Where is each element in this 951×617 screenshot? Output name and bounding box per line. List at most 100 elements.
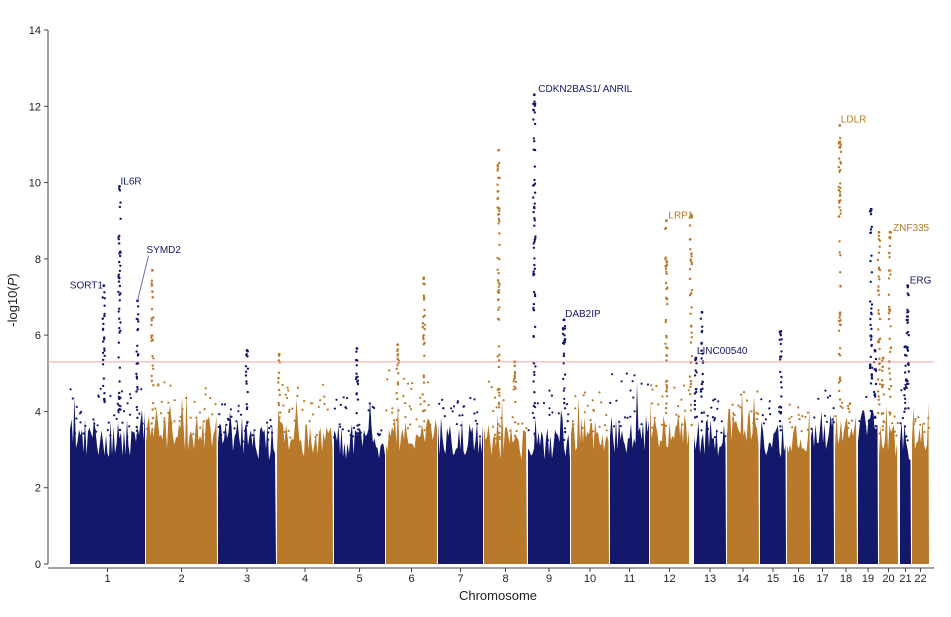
- snp-point: [583, 411, 586, 414]
- peak-point: [278, 416, 281, 419]
- snp-point: [813, 416, 816, 419]
- peak-point: [101, 363, 105, 366]
- peak-point: [877, 285, 880, 288]
- peak-point: [395, 367, 398, 370]
- x-tick-label: 10: [584, 573, 596, 585]
- peak-point: [874, 425, 878, 428]
- peak-point: [838, 251, 841, 254]
- peak-point: [103, 314, 106, 318]
- peak-point: [498, 283, 501, 286]
- peak-point: [533, 391, 536, 394]
- peak-point: [396, 397, 399, 401]
- peak-point: [150, 374, 153, 378]
- peak-point: [103, 347, 106, 350]
- snp-point: [495, 406, 498, 409]
- x-tick-label: 2: [178, 573, 184, 585]
- snp-point: [713, 419, 716, 422]
- peak-point: [905, 435, 908, 438]
- snp-point: [761, 414, 764, 417]
- snp-point: [611, 373, 614, 376]
- peak-point: [889, 346, 893, 349]
- peak-point: [906, 349, 910, 352]
- chromosome-band-4: [277, 399, 333, 564]
- x-tick-label: 16: [792, 573, 804, 585]
- snp-point: [473, 412, 476, 415]
- peak-point: [887, 277, 891, 280]
- peak-point: [532, 196, 535, 199]
- peak-point: [277, 377, 280, 380]
- snp-point: [438, 402, 441, 405]
- snp-point: [195, 416, 198, 419]
- peak-point: [870, 225, 873, 229]
- snp-point: [227, 439, 230, 442]
- peak-point: [665, 354, 668, 357]
- snp-point: [266, 421, 269, 424]
- peak-point: [245, 382, 248, 385]
- gene-label: LINC00540: [697, 346, 748, 357]
- peak-point: [497, 217, 500, 221]
- snp-point: [712, 416, 715, 419]
- peak-point: [779, 358, 782, 361]
- peak-point: [693, 416, 697, 419]
- peak-point: [665, 336, 668, 339]
- x-tick-label: 9: [546, 573, 552, 585]
- peak-point: [689, 312, 692, 315]
- peak-point: [837, 185, 840, 189]
- snp-point: [237, 404, 240, 407]
- snp-point: [259, 434, 262, 437]
- peak-point: [665, 390, 668, 393]
- snp-point: [393, 419, 396, 422]
- peak-point: [422, 296, 426, 299]
- peak-point: [701, 325, 704, 328]
- peak-point: [881, 369, 884, 372]
- snp-point: [512, 380, 515, 383]
- peak-point: [561, 328, 565, 331]
- peak-point: [869, 409, 872, 413]
- snp-point: [244, 438, 247, 441]
- x-tick-label: 17: [816, 573, 828, 585]
- peak-point: [838, 194, 842, 197]
- peak-point: [839, 168, 842, 172]
- snp-point: [267, 431, 270, 434]
- chromosome-band-19: [858, 409, 878, 564]
- chromosome-band-16: [787, 407, 810, 564]
- peak-point: [498, 219, 501, 223]
- snp-point: [203, 408, 206, 411]
- snp-point: [778, 410, 781, 413]
- snp-point: [407, 382, 410, 385]
- peak-point: [689, 385, 692, 388]
- peak-point: [874, 357, 878, 361]
- peak-point: [888, 372, 891, 375]
- peak-point: [397, 359, 400, 362]
- snp-point: [731, 417, 735, 420]
- peak-point: [277, 403, 281, 407]
- peak-point: [563, 327, 567, 330]
- snp-point: [224, 438, 227, 441]
- peak-point: [888, 244, 891, 248]
- peak-point: [532, 362, 536, 365]
- snp-point: [333, 436, 336, 439]
- snp-point: [551, 411, 554, 414]
- peak-point: [117, 395, 121, 399]
- peak-point: [694, 369, 697, 372]
- snp-point: [409, 408, 413, 411]
- peak-point: [117, 273, 121, 276]
- peak-point: [779, 429, 783, 432]
- peak-point: [563, 407, 567, 410]
- peak-top-point: [838, 124, 842, 127]
- peak-point: [690, 306, 693, 309]
- gene-label: SORT1: [70, 281, 104, 292]
- snp-point: [755, 411, 758, 414]
- peak-point: [690, 325, 693, 328]
- peak-point: [870, 312, 873, 316]
- peak-point: [532, 108, 535, 112]
- snp-point: [233, 427, 236, 430]
- peak-point: [497, 308, 500, 311]
- snp-point: [204, 433, 207, 436]
- snp-point: [169, 420, 172, 423]
- peak-point: [838, 170, 841, 174]
- snp-point: [129, 393, 132, 396]
- snp-point: [823, 414, 827, 417]
- peak-point: [837, 165, 840, 169]
